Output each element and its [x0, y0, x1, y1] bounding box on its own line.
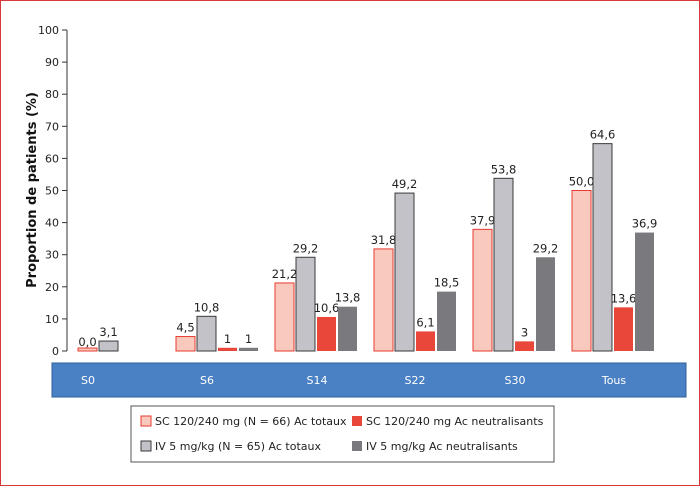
data-label: 29,2: [533, 241, 559, 255]
data-label: 37,9: [470, 213, 496, 227]
data-label: 13,6: [611, 291, 637, 305]
legend-label: SC 120/240 mg Ac neutralisants: [366, 415, 544, 428]
data-label: 53,8: [491, 162, 517, 176]
y-tick-label: 0: [52, 345, 59, 358]
data-label: 3,1: [99, 325, 117, 339]
y-tick-label: 70: [45, 120, 59, 133]
bar: [592, 143, 613, 352]
y-axis-label: Proportion de patients (%): [25, 92, 40, 288]
y-tick-label: 50: [45, 185, 59, 198]
bar: [635, 232, 654, 351]
data-label: 6,1: [416, 315, 434, 329]
bar: [515, 341, 534, 351]
bars: 0,0 4,5 21,2 31,8 37,9 50,0 3,1 10,8 29,2 49,2 53,…: [77, 128, 658, 352]
legend-box: [130, 405, 555, 463]
legend-swatch: [140, 440, 152, 452]
legend-swatch: [140, 415, 152, 427]
bar: [338, 306, 357, 351]
data-label: 4,5: [176, 321, 194, 335]
bar: [614, 307, 633, 351]
legend-label: IV 5 mg/kg Ac neutralisants: [366, 440, 518, 453]
data-label: 1: [245, 332, 252, 346]
bar: [218, 347, 237, 351]
category-label: S6: [200, 374, 214, 387]
legend-label: SC 120/240 mg (N = 66) Ac totaux: [155, 415, 347, 428]
bar: [196, 315, 217, 352]
legend: SC 120/240 mg (N = 66) Ac totaux SC 120/2…: [130, 405, 555, 463]
data-label: 21,2: [272, 267, 298, 281]
bar: [239, 347, 258, 351]
data-label: 13,8: [335, 291, 361, 305]
legend-swatch: [352, 416, 362, 426]
data-label: 1: [224, 332, 231, 346]
data-label: 29,2: [293, 241, 319, 255]
y-tick-label: 40: [45, 217, 59, 230]
bar: [571, 190, 592, 352]
y-tick-label: 30: [45, 249, 59, 262]
data-label: 50,0: [569, 175, 595, 189]
y-tick-label: 90: [45, 56, 59, 69]
data-label: 64,6: [590, 128, 616, 142]
data-label: 3: [521, 325, 528, 339]
y-tick-label: 100: [38, 24, 59, 37]
category-label: S0: [81, 374, 95, 387]
data-label: 36,9: [632, 217, 658, 231]
y-tick-label: 60: [45, 152, 59, 165]
category-label: S14: [307, 374, 328, 387]
bar: [472, 228, 493, 352]
y-tick-label: 80: [45, 88, 59, 101]
data-label: 49,2: [392, 177, 418, 191]
bar: [274, 282, 295, 352]
bar: [373, 248, 394, 352]
y-axis: 0 10 20 30 40 50 60 70 80 90 100: [38, 24, 68, 358]
data-label: 31,8: [371, 233, 397, 247]
bar: [394, 192, 415, 352]
category-label: S22: [405, 374, 426, 387]
category-band-background: [51, 362, 687, 398]
y-tick-label: 20: [45, 281, 59, 294]
data-label: 0,0: [78, 335, 96, 349]
category-label: S30: [505, 374, 526, 387]
y-tick-label: 10: [45, 313, 59, 326]
category-label: Tous: [601, 374, 627, 387]
bar: [493, 177, 514, 352]
bar: [317, 316, 336, 351]
legend-label: IV 5 mg/kg (N = 65) Ac totaux: [155, 440, 321, 453]
bar: [536, 257, 555, 351]
legend-swatch: [352, 441, 362, 451]
data-label: 18,5: [434, 276, 460, 290]
bar: [175, 336, 196, 352]
data-label: 10,6: [314, 301, 340, 315]
bar: [295, 256, 316, 352]
bar: [98, 340, 119, 352]
category-band: S0 S6 S14 S22 S30 Tous: [51, 362, 687, 398]
bar: [416, 331, 435, 351]
bar: [437, 291, 456, 351]
bar: [77, 347, 98, 352]
data-label: 10,8: [194, 300, 220, 314]
